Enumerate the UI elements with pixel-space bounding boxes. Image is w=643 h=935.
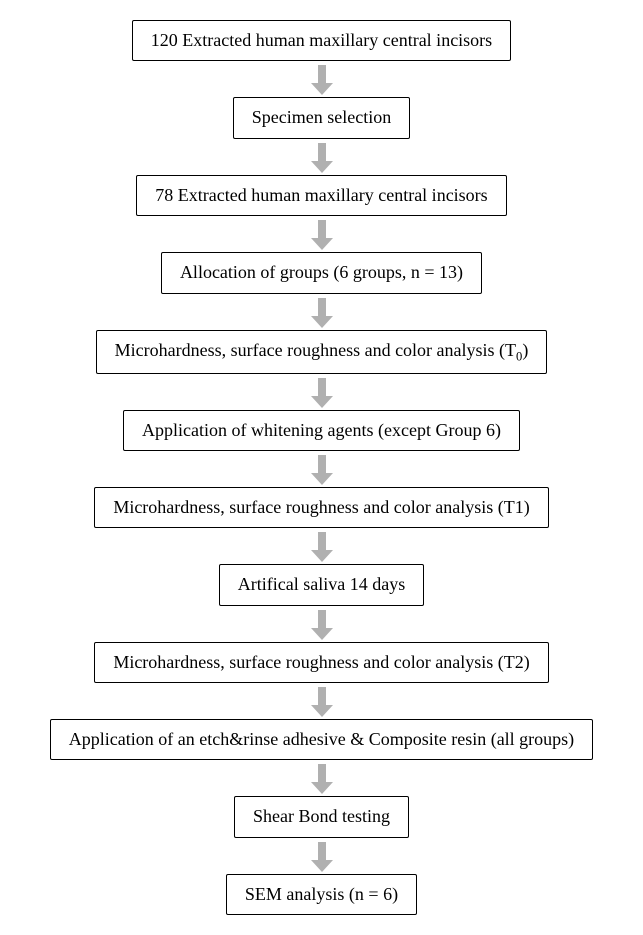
flow-node: Artifical saliva 14 days bbox=[219, 564, 424, 605]
flow-node: Shear Bond testing bbox=[234, 796, 409, 837]
flow-node: Microhardness, surface roughness and col… bbox=[96, 330, 548, 374]
flow-node: Microhardness, surface roughness and col… bbox=[94, 487, 548, 528]
flow-node: Specimen selection bbox=[233, 97, 410, 138]
arrow-down-icon bbox=[311, 610, 333, 640]
arrow-down-icon bbox=[311, 378, 333, 408]
arrow-down-icon bbox=[311, 455, 333, 485]
arrow-down-icon bbox=[311, 65, 333, 95]
flow-node: Application of whitening agents (except … bbox=[123, 410, 520, 451]
flow-node: Application of an etch&rinse adhesive & … bbox=[50, 719, 593, 760]
arrow-down-icon bbox=[311, 298, 333, 328]
flow-node: Allocation of groups (6 groups, n = 13) bbox=[161, 252, 482, 293]
flow-node: Microhardness, surface roughness and col… bbox=[94, 642, 548, 683]
arrow-down-icon bbox=[311, 842, 333, 872]
arrow-down-icon bbox=[311, 220, 333, 250]
arrow-down-icon bbox=[311, 532, 333, 562]
flowchart-container: 120 Extracted human maxillary central in… bbox=[10, 20, 633, 915]
flow-node: SEM analysis (n = 6) bbox=[226, 874, 417, 915]
flow-node: 120 Extracted human maxillary central in… bbox=[132, 20, 511, 61]
arrow-down-icon bbox=[311, 143, 333, 173]
flow-node: 78 Extracted human maxillary central inc… bbox=[136, 175, 506, 216]
arrow-down-icon bbox=[311, 687, 333, 717]
arrow-down-icon bbox=[311, 764, 333, 794]
